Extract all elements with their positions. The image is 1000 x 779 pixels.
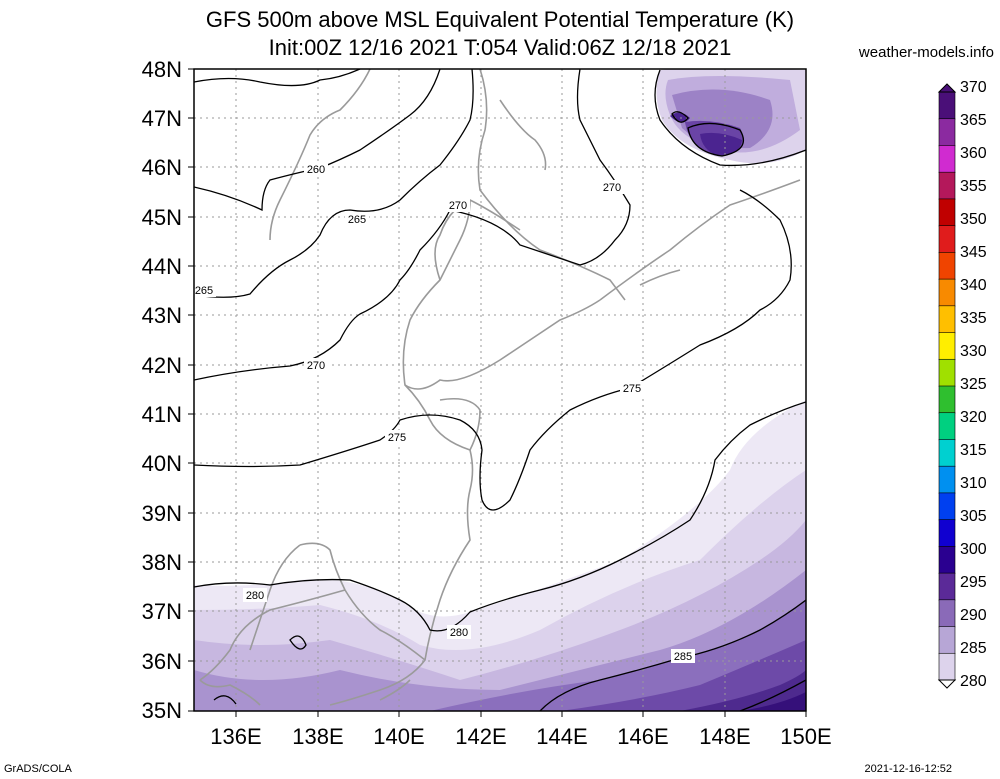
lon-label: 150E [780, 724, 832, 749]
lat-label: 42N [141, 353, 182, 378]
lat-label: 36N [141, 649, 182, 674]
colorbar-label: 345 [960, 244, 987, 261]
contour-label: 285 [674, 651, 692, 663]
colorbar-label: 320 [960, 409, 987, 426]
colorbar-swatch [938, 439, 956, 467]
lon-label: 138E [292, 724, 344, 749]
map-title: GFS 500m above MSL Equivalent Potential … [205, 7, 795, 32]
colorbar-swatch [938, 599, 956, 628]
colorbar-label: 285 [960, 640, 987, 657]
footer-right: 2021-12-16-12:52 [864, 763, 952, 775]
colorbar-swatch [938, 225, 956, 254]
contour-label: 260 [307, 164, 325, 176]
contour-label: 280 [450, 627, 468, 639]
colorbar-swatch [938, 171, 956, 200]
colorbar-label: 305 [960, 508, 987, 525]
colorbar-label: 340 [960, 277, 987, 294]
lat-label: 37N [141, 599, 182, 624]
colorbar-label: 350 [960, 211, 987, 228]
footer-left: GrADS/COLA [4, 763, 72, 775]
contour-label: 265 [195, 285, 213, 297]
colorbar-label: 295 [960, 574, 987, 591]
contour-label: 265 [348, 214, 366, 226]
contour-label: 275 [623, 383, 641, 395]
lon-label: 136E [210, 724, 262, 749]
colorbar-label: 330 [960, 343, 987, 360]
colorbar-label: 355 [960, 178, 987, 195]
credit-text: weather-models.info [858, 44, 994, 61]
lon-label: 140E [373, 724, 425, 749]
grid-lines [194, 69, 806, 711]
colorbar-swatch [938, 412, 956, 441]
contour-label: 270 [307, 360, 325, 372]
colorbar-label: 335 [960, 310, 987, 327]
colorbar-label: 360 [960, 145, 987, 162]
colorbar-label: 365 [960, 112, 987, 129]
colorbar-arrow-bottom [937, 679, 957, 689]
colorbar-swatch [938, 198, 956, 227]
colorbar-swatch [938, 626, 956, 655]
lat-label: 48N [141, 57, 182, 82]
colorbar-label: 300 [960, 541, 987, 558]
lon-label: 146E [617, 724, 669, 749]
colorbar-swatch [938, 465, 956, 494]
lat-label: 44N [141, 254, 182, 279]
colorbar-swatch [938, 91, 956, 120]
colorbar-arrow-top [937, 83, 957, 93]
colorbar-swatch [938, 305, 956, 334]
colorbar-swatch [938, 252, 956, 280]
lat-label: 46N [141, 155, 182, 180]
colorbar-swatch [938, 546, 956, 574]
colorbar-swatch [938, 118, 956, 147]
contour-label-group: 260 265 270 270 265 270 275 275 280 280 … [194, 162, 695, 663]
lon-label: 142E [455, 724, 507, 749]
axis-ticks [188, 68, 807, 717]
colorbar-label: 370 [960, 79, 987, 96]
lon-label: 148E [699, 724, 751, 749]
lat-label: 41N [141, 402, 182, 427]
contour-label: 270 [449, 200, 467, 212]
lat-label: 40N [141, 451, 182, 476]
shading-layer [194, 69, 806, 711]
lat-label: 45N [141, 205, 182, 230]
contour-lines [194, 69, 806, 711]
colorbar-label: 280 [960, 673, 987, 690]
colorbar-swatch [938, 519, 956, 548]
colorbar-swatch [938, 572, 956, 601]
colorbar-label: 290 [960, 607, 987, 624]
colorbar-label: 315 [960, 442, 987, 459]
colorbar-swatch [938, 145, 956, 173]
colorbar-label: 325 [960, 376, 987, 393]
colorbar [937, 83, 957, 689]
colorbar-swatch [938, 492, 956, 521]
lat-label: 38N [141, 550, 182, 575]
colorbar-swatch [938, 652, 956, 681]
map-frame [193, 68, 807, 712]
lat-label: 47N [141, 106, 182, 131]
contour-label: 275 [388, 432, 406, 444]
lat-label: 39N [141, 501, 182, 526]
lon-label: 144E [536, 724, 588, 749]
map-subtitle: Init:00Z 12/16 2021 T:054 Valid:06Z 12/1… [268, 35, 732, 60]
lat-label: 35N [141, 698, 182, 723]
colorbar-swatch [938, 358, 956, 387]
colorbar-swatch [938, 332, 956, 361]
lat-label: 43N [141, 303, 182, 328]
contour-label: 280 [246, 590, 264, 602]
colorbar-label: 310 [960, 475, 987, 492]
colorbar-swatch [938, 278, 956, 307]
colorbar-swatch [938, 385, 956, 414]
contour-label: 270 [603, 182, 621, 194]
